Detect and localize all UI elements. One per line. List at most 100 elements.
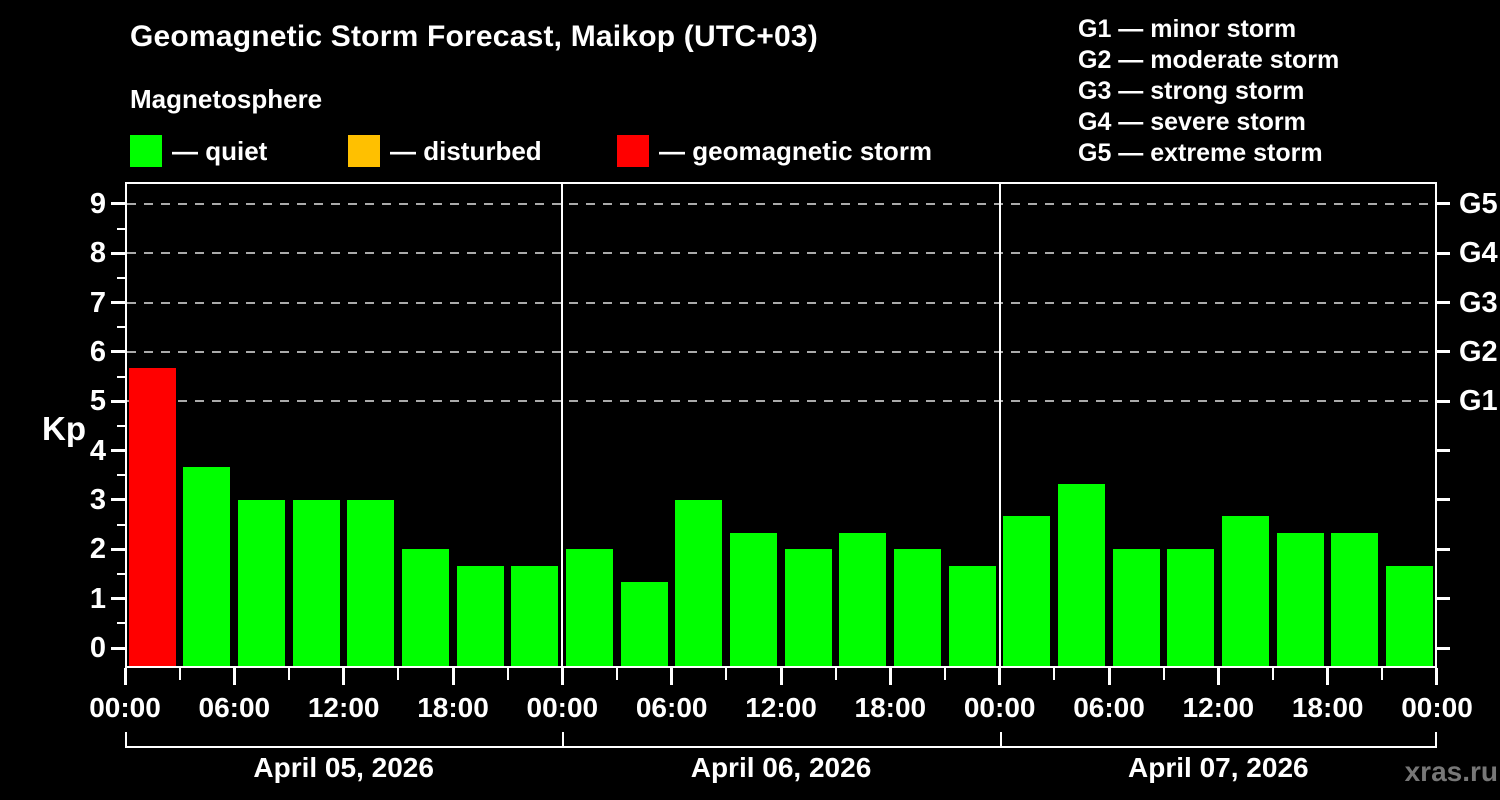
x-tick-label: 00:00 xyxy=(526,692,599,723)
x-tick-minor xyxy=(616,668,618,680)
y-tick-left xyxy=(111,399,125,403)
y-tick-label: 7 xyxy=(89,286,106,319)
kp-bar xyxy=(1112,549,1160,666)
y-tick-left xyxy=(111,202,125,206)
x-tick-minor xyxy=(1381,668,1384,680)
kp-bar xyxy=(1003,516,1051,666)
kp-bar xyxy=(675,499,723,666)
geomagnetic-storm-swatch-icon xyxy=(617,135,649,167)
y-tick-left xyxy=(111,498,125,502)
y-tick-left xyxy=(111,301,125,305)
kp-bar xyxy=(948,565,996,666)
x-tick-major xyxy=(779,668,783,685)
y-tick-label: 0 xyxy=(89,632,106,664)
x-tick-minor xyxy=(1162,668,1165,680)
legend-label-quiet: — quiet xyxy=(172,136,268,166)
legend-label-disturbed: — disturbed xyxy=(390,136,542,166)
kp-bar xyxy=(1331,533,1379,666)
g-legend-line-4: G4 — severe storm xyxy=(1078,108,1306,136)
y-tick-minor-left xyxy=(117,572,125,575)
y-tick-right xyxy=(1437,449,1450,453)
x-tick-label: 00:00 xyxy=(963,692,1036,723)
x-tick-label: 00:00 xyxy=(89,692,161,723)
y-tick-left xyxy=(111,350,125,354)
legend-label-geomagnetic-storm: — geomagnetic storm xyxy=(659,136,933,166)
x-tick-minor xyxy=(834,668,837,680)
kp-bar xyxy=(183,466,231,666)
y-tick-left xyxy=(111,597,125,601)
y-tick-minor-left xyxy=(117,424,125,427)
g-legend-line-5: G5 — extreme storm xyxy=(1078,139,1323,167)
g-legend-line-2: G2 — moderate storm xyxy=(1078,46,1340,74)
kp-bar xyxy=(565,549,613,666)
x-tick-label: 18:00 xyxy=(1291,692,1364,723)
kp-bar xyxy=(729,533,777,666)
right-axis-label-g2: G2 xyxy=(1459,335,1498,368)
y-tick-label: 3 xyxy=(89,483,106,516)
x-tick-label: 18:00 xyxy=(417,692,489,723)
x-tick-major xyxy=(342,668,346,685)
disturbed-swatch-icon xyxy=(348,135,380,167)
y-tick-minor-left xyxy=(117,326,125,329)
x-tick-label: 12:00 xyxy=(1182,692,1255,723)
x-tick-major xyxy=(560,668,564,685)
y-tick-right xyxy=(1437,350,1450,354)
right-axis-label-g3: G3 xyxy=(1459,286,1498,319)
x-tick-major xyxy=(1326,668,1330,685)
x-tick-minor xyxy=(397,668,400,680)
y-tick-minor-left xyxy=(117,622,125,625)
y-tick-minor-left xyxy=(117,276,125,279)
date-bracket-tick xyxy=(125,732,127,748)
x-tick-label: 06:00 xyxy=(1073,692,1145,723)
y-tick-left xyxy=(111,251,125,255)
y-tick-label: 8 xyxy=(89,237,106,270)
kp-bar xyxy=(1385,565,1433,666)
chart-subtitle: Magnetosphere xyxy=(130,84,323,114)
right-axis-label-g4: G4 xyxy=(1459,237,1498,270)
x-tick-minor xyxy=(944,668,946,680)
y-tick-right xyxy=(1437,251,1450,255)
y-tick-label: 1 xyxy=(89,582,106,615)
kp-bar xyxy=(1221,516,1269,666)
gridline-kp9 xyxy=(127,202,1435,205)
y-tick-label: 9 xyxy=(89,187,106,220)
gridline-kp8 xyxy=(127,252,1435,255)
x-tick-major xyxy=(232,668,236,685)
x-tick-label: 06:00 xyxy=(635,692,708,723)
quiet-swatch-icon xyxy=(130,135,162,167)
date-bracket-line xyxy=(125,746,1437,748)
gridline-kp7 xyxy=(127,301,1435,304)
kp-bar xyxy=(292,499,340,666)
x-tick-major xyxy=(888,668,892,685)
x-tick-minor xyxy=(506,668,509,680)
kp-bar xyxy=(620,582,668,666)
y-axis-label: Kp xyxy=(42,410,86,447)
plot-area xyxy=(125,182,1437,668)
kp-bar xyxy=(401,549,449,666)
x-tick-minor xyxy=(288,668,290,680)
g-legend-line-3: G3 — strong storm xyxy=(1078,77,1305,105)
x-tick-minor xyxy=(1053,668,1056,680)
y-tick-label: 4 xyxy=(89,434,106,467)
right-axis-label-g5: G5 xyxy=(1459,187,1498,220)
y-tick-left xyxy=(111,646,125,650)
x-tick-label: 12:00 xyxy=(307,692,380,723)
date-label: April 07, 2026 xyxy=(1128,752,1309,783)
x-tick-label: 12:00 xyxy=(745,692,817,723)
date-bracket-tick xyxy=(999,732,1002,748)
x-tick-label: 00:00 xyxy=(1401,692,1473,723)
x-tick-major xyxy=(123,668,127,685)
kp-bar xyxy=(1276,533,1324,666)
y-tick-minor-left xyxy=(117,375,125,378)
chart-title: Geomagnetic Storm Forecast, Maikop (UTC+… xyxy=(130,20,818,53)
g-legend-line-1: G1 — minor storm xyxy=(1078,15,1297,43)
x-tick-major xyxy=(1435,668,1438,685)
y-tick-right xyxy=(1437,547,1450,551)
x-tick-major xyxy=(670,668,674,685)
kp-bar xyxy=(456,565,504,666)
y-tick-label: 2 xyxy=(89,533,106,566)
y-tick-minor-left xyxy=(117,523,125,526)
g-scale-legend: G1 — minor storm G2 — moderate storm G3 — … xyxy=(1078,14,1339,169)
x-tick-major xyxy=(1216,668,1220,685)
